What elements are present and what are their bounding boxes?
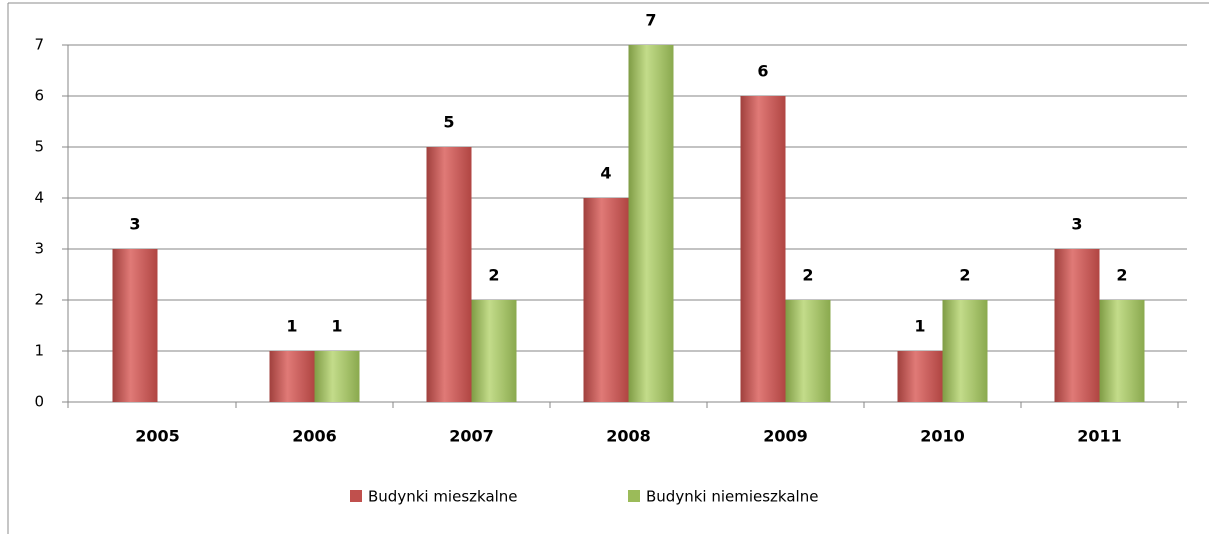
data-label: 2 [488, 266, 499, 285]
data-label: 3 [129, 215, 140, 234]
data-label: 3 [1071, 215, 1082, 234]
data-label: 1 [914, 317, 925, 336]
y-tick-label: 1 [34, 342, 44, 360]
bar [1099, 300, 1145, 402]
bar [785, 300, 831, 402]
legend-swatch [628, 490, 640, 502]
legend-swatch [350, 490, 362, 502]
y-tick-label: 6 [34, 87, 44, 105]
bar [1054, 249, 1100, 402]
data-label: 2 [1116, 266, 1127, 285]
legend-label: Budynki niemieszkalne [646, 488, 818, 506]
x-tick-label: 2010 [920, 427, 965, 446]
data-label: 1 [286, 317, 297, 336]
bar [942, 300, 988, 402]
y-tick-label: 4 [34, 189, 44, 207]
x-tick-label: 2005 [135, 427, 180, 446]
bar [583, 198, 629, 402]
bar [740, 96, 786, 402]
y-tick-label: 3 [34, 240, 44, 258]
x-tick-label: 2009 [763, 427, 808, 446]
x-tick-label: 2007 [449, 427, 494, 446]
legend-label: Budynki mieszkalne [368, 488, 518, 506]
data-label: 2 [802, 266, 813, 285]
y-tick-label: 0 [34, 393, 44, 411]
data-label: 7 [645, 11, 656, 30]
bar [471, 300, 517, 402]
x-tick-label: 2008 [606, 427, 651, 446]
y-tick-label: 7 [34, 36, 44, 54]
bar [628, 45, 674, 402]
data-label: 6 [757, 62, 768, 81]
bar [314, 351, 360, 402]
x-tick-label: 2006 [292, 427, 337, 446]
y-tick-label: 5 [34, 138, 44, 156]
bar [897, 351, 943, 402]
x-tick-label: 2011 [1077, 427, 1122, 446]
data-label: 1 [331, 317, 342, 336]
y-tick-label: 2 [34, 291, 44, 309]
bar [269, 351, 315, 402]
bar [426, 147, 472, 402]
data-label: 4 [600, 164, 611, 183]
data-label: 2 [959, 266, 970, 285]
bar [112, 249, 158, 402]
data-label: 5 [443, 113, 454, 132]
